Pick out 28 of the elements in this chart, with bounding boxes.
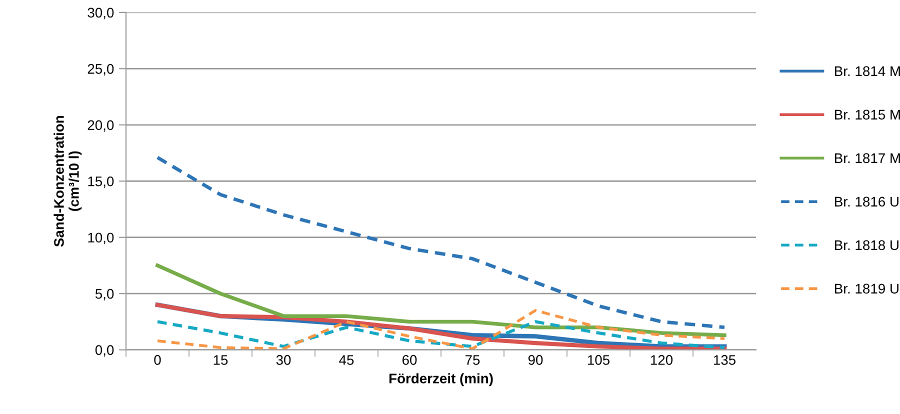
legend-label: Br. 1815 M <box>835 110 900 120</box>
x-tick-label: 60 <box>402 355 417 365</box>
y-tick-label: 10,0 <box>88 232 114 244</box>
y-tick-label: 5,0 <box>95 288 114 300</box>
x-tick-label: 105 <box>588 355 610 365</box>
legend-label: Br. 1816 U <box>835 196 898 207</box>
y-tick-label: 30,0 <box>88 8 114 20</box>
x-tick-label: 120 <box>650 355 673 365</box>
y-tick-label: 0,0 <box>95 345 114 357</box>
x-tick-label: 45 <box>339 355 354 365</box>
line-series <box>156 320 726 350</box>
legend-label: Br. 1814 M <box>835 66 900 76</box>
legend-label: Br. 1819 U <box>835 284 898 294</box>
x-axis-title: Förderzeit (min) <box>389 373 493 386</box>
x-tick-label: 75 <box>465 355 480 365</box>
x-tick-label: 135 <box>714 355 736 365</box>
legend-label: Br. 1818 U <box>835 240 898 250</box>
x-tick-label: 15 <box>214 355 228 365</box>
y-tick-label: 20,0 <box>88 120 114 132</box>
x-tick-label: 0 <box>154 355 161 365</box>
x-tick-label: 90 <box>528 355 543 365</box>
y-tick-label: 15,0 <box>88 176 114 188</box>
y-tick-label: 25,0 <box>88 64 114 76</box>
y-axis-title: Sand-Konzentration (cm³/10 l) <box>54 116 82 247</box>
x-tick-label: 30 <box>276 355 291 365</box>
line-series <box>156 156 726 330</box>
line-series <box>156 264 726 338</box>
legend-label: Br. 1817 M <box>835 153 900 164</box>
